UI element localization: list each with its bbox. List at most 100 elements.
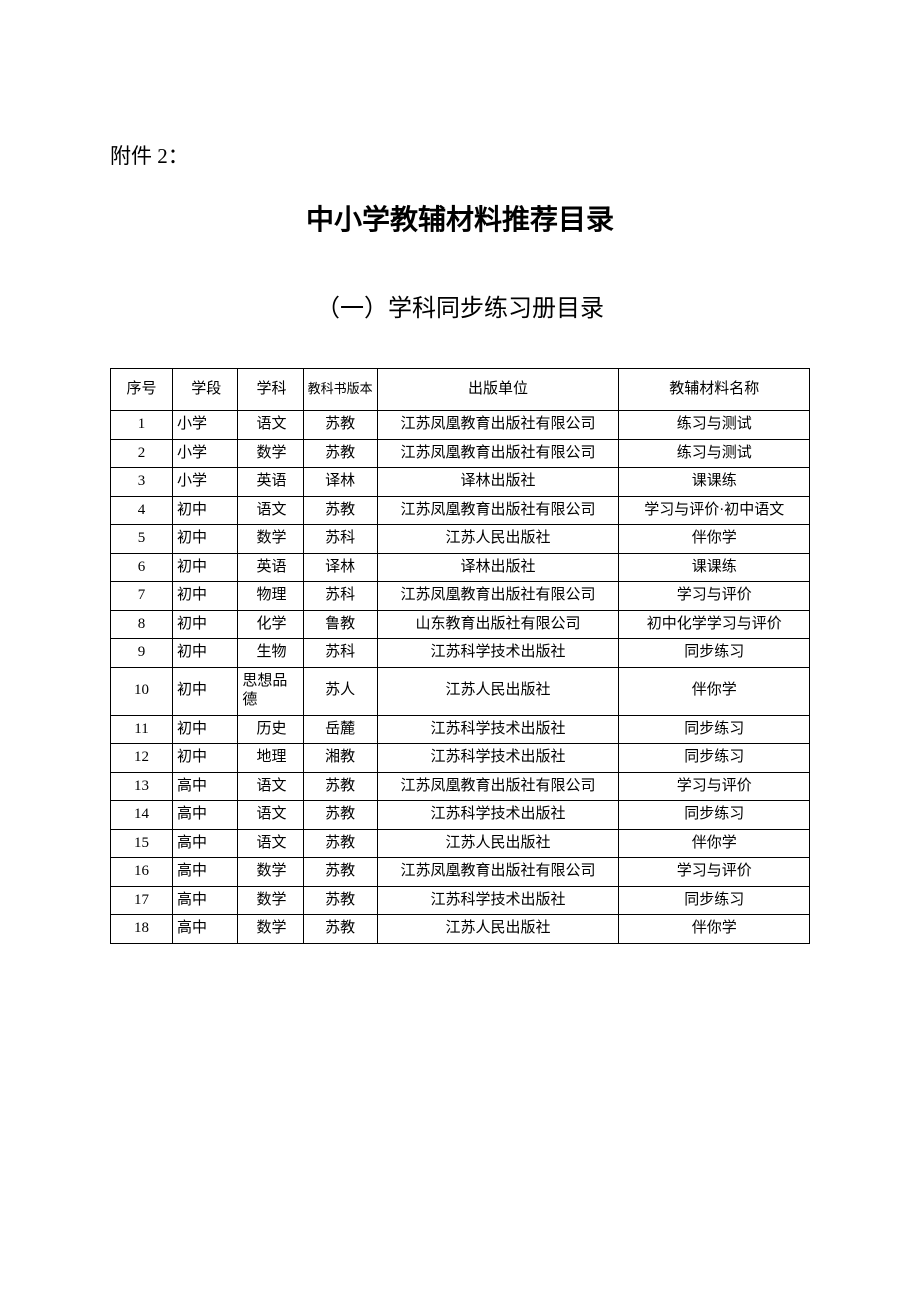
- cell-no: 7: [111, 582, 173, 611]
- table-row: 16高中数学苏教江苏凤凰教育出版社有限公司学习与评价: [111, 858, 810, 887]
- cell-stage: 高中: [173, 829, 238, 858]
- cell-material: 同步练习: [619, 639, 810, 668]
- header-subject: 学科: [238, 369, 303, 411]
- cell-publisher: 译林出版社: [377, 553, 619, 582]
- cell-no: 11: [111, 715, 173, 744]
- cell-no: 2: [111, 439, 173, 468]
- cell-stage: 初中: [173, 639, 238, 668]
- cell-publisher: 江苏凤凰教育出版社有限公司: [377, 439, 619, 468]
- cell-version: 苏科: [303, 582, 377, 611]
- cell-material: 学习与评价·初中语文: [619, 496, 810, 525]
- table-row: 8初中化学鲁教山东教育出版社有限公司初中化学学习与评价: [111, 610, 810, 639]
- table-row: 11初中历史岳麓江苏科学技术出版社同步练习: [111, 715, 810, 744]
- cell-subject: 语文: [238, 772, 303, 801]
- cell-no: 1: [111, 411, 173, 440]
- cell-no: 4: [111, 496, 173, 525]
- cell-version: 苏教: [303, 915, 377, 944]
- table-row: 2小学数学苏教江苏凤凰教育出版社有限公司练习与测试: [111, 439, 810, 468]
- cell-material: 初中化学学习与评价: [619, 610, 810, 639]
- cell-version: 湘教: [303, 744, 377, 773]
- cell-subject: 语文: [238, 801, 303, 830]
- cell-stage: 高中: [173, 915, 238, 944]
- cell-version: 苏科: [303, 525, 377, 554]
- cell-no: 8: [111, 610, 173, 639]
- cell-material: 课课练: [619, 468, 810, 497]
- cell-material: 伴你学: [619, 829, 810, 858]
- cell-version: 苏教: [303, 439, 377, 468]
- cell-publisher: 山东教育出版社有限公司: [377, 610, 619, 639]
- table-row: 12初中地理湘教江苏科学技术出版社同步练习: [111, 744, 810, 773]
- table-row: 7初中物理苏科江苏凤凰教育出版社有限公司学习与评价: [111, 582, 810, 611]
- table-row: 5初中数学苏科江苏人民出版社伴你学: [111, 525, 810, 554]
- cell-subject: 数学: [238, 525, 303, 554]
- cell-material: 同步练习: [619, 715, 810, 744]
- cell-stage: 初中: [173, 553, 238, 582]
- table-row: 3小学英语译林译林出版社课课练: [111, 468, 810, 497]
- cell-material: 学习与评价: [619, 582, 810, 611]
- cell-publisher: 江苏科学技术出版社: [377, 639, 619, 668]
- attachment-label: 附件 2：: [110, 140, 810, 170]
- cell-material: 学习与评价: [619, 772, 810, 801]
- cell-no: 9: [111, 639, 173, 668]
- cell-subject: 数学: [238, 886, 303, 915]
- main-title: 中小学教辅材料推荐目录: [110, 198, 810, 238]
- header-stage: 学段: [173, 369, 238, 411]
- cell-stage: 小学: [173, 439, 238, 468]
- cell-version: 苏教: [303, 886, 377, 915]
- cell-stage: 初中: [173, 525, 238, 554]
- cell-publisher: 江苏凤凰教育出版社有限公司: [377, 772, 619, 801]
- cell-subject: 思想品德: [238, 667, 303, 715]
- cell-material: 课课练: [619, 553, 810, 582]
- cell-subject: 历史: [238, 715, 303, 744]
- header-version: 教科书版本: [303, 369, 377, 411]
- table-row: 10初中思想品德苏人江苏人民出版社伴你学: [111, 667, 810, 715]
- cell-stage: 初中: [173, 610, 238, 639]
- cell-publisher: 江苏凤凰教育出版社有限公司: [377, 582, 619, 611]
- cell-stage: 初中: [173, 667, 238, 715]
- cell-subject: 英语: [238, 553, 303, 582]
- catalog-table: 序号 学段 学科 教科书版本 出版单位 教辅材料名称 1小学语文苏教江苏凤凰教育…: [110, 368, 810, 944]
- cell-publisher: 江苏科学技术出版社: [377, 886, 619, 915]
- cell-no: 10: [111, 667, 173, 715]
- cell-publisher: 译林出版社: [377, 468, 619, 497]
- table-row: 17高中数学苏教江苏科学技术出版社同步练习: [111, 886, 810, 915]
- cell-material: 同步练习: [619, 744, 810, 773]
- cell-subject: 数学: [238, 439, 303, 468]
- header-publisher: 出版单位: [377, 369, 619, 411]
- cell-version: 苏教: [303, 858, 377, 887]
- cell-version: 译林: [303, 553, 377, 582]
- cell-stage: 高中: [173, 801, 238, 830]
- table-row: 4初中语文苏教江苏凤凰教育出版社有限公司学习与评价·初中语文: [111, 496, 810, 525]
- cell-version: 译林: [303, 468, 377, 497]
- cell-stage: 初中: [173, 744, 238, 773]
- cell-no: 18: [111, 915, 173, 944]
- cell-material: 伴你学: [619, 667, 810, 715]
- cell-material: 练习与测试: [619, 411, 810, 440]
- header-no: 序号: [111, 369, 173, 411]
- table-row: 18高中数学苏教江苏人民出版社伴你学: [111, 915, 810, 944]
- cell-stage: 高中: [173, 858, 238, 887]
- cell-version: 苏教: [303, 772, 377, 801]
- cell-publisher: 江苏凤凰教育出版社有限公司: [377, 496, 619, 525]
- cell-subject: 数学: [238, 858, 303, 887]
- table-body: 1小学语文苏教江苏凤凰教育出版社有限公司练习与测试2小学数学苏教江苏凤凰教育出版…: [111, 411, 810, 944]
- cell-subject: 英语: [238, 468, 303, 497]
- sub-title: （一）学科同步练习册目录: [110, 288, 810, 323]
- table-row: 6初中英语译林译林出版社课课练: [111, 553, 810, 582]
- cell-stage: 小学: [173, 411, 238, 440]
- cell-version: 苏教: [303, 801, 377, 830]
- cell-no: 13: [111, 772, 173, 801]
- cell-material: 伴你学: [619, 525, 810, 554]
- cell-publisher: 江苏凤凰教育出版社有限公司: [377, 858, 619, 887]
- table-row: 15高中语文苏教江苏人民出版社伴你学: [111, 829, 810, 858]
- cell-version: 苏人: [303, 667, 377, 715]
- cell-material: 伴你学: [619, 915, 810, 944]
- cell-stage: 初中: [173, 582, 238, 611]
- cell-publisher: 江苏人民出版社: [377, 667, 619, 715]
- cell-subject: 化学: [238, 610, 303, 639]
- table-header-row: 序号 学段 学科 教科书版本 出版单位 教辅材料名称: [111, 369, 810, 411]
- cell-publisher: 江苏科学技术出版社: [377, 801, 619, 830]
- cell-stage: 小学: [173, 468, 238, 497]
- cell-version: 苏教: [303, 496, 377, 525]
- cell-stage: 初中: [173, 496, 238, 525]
